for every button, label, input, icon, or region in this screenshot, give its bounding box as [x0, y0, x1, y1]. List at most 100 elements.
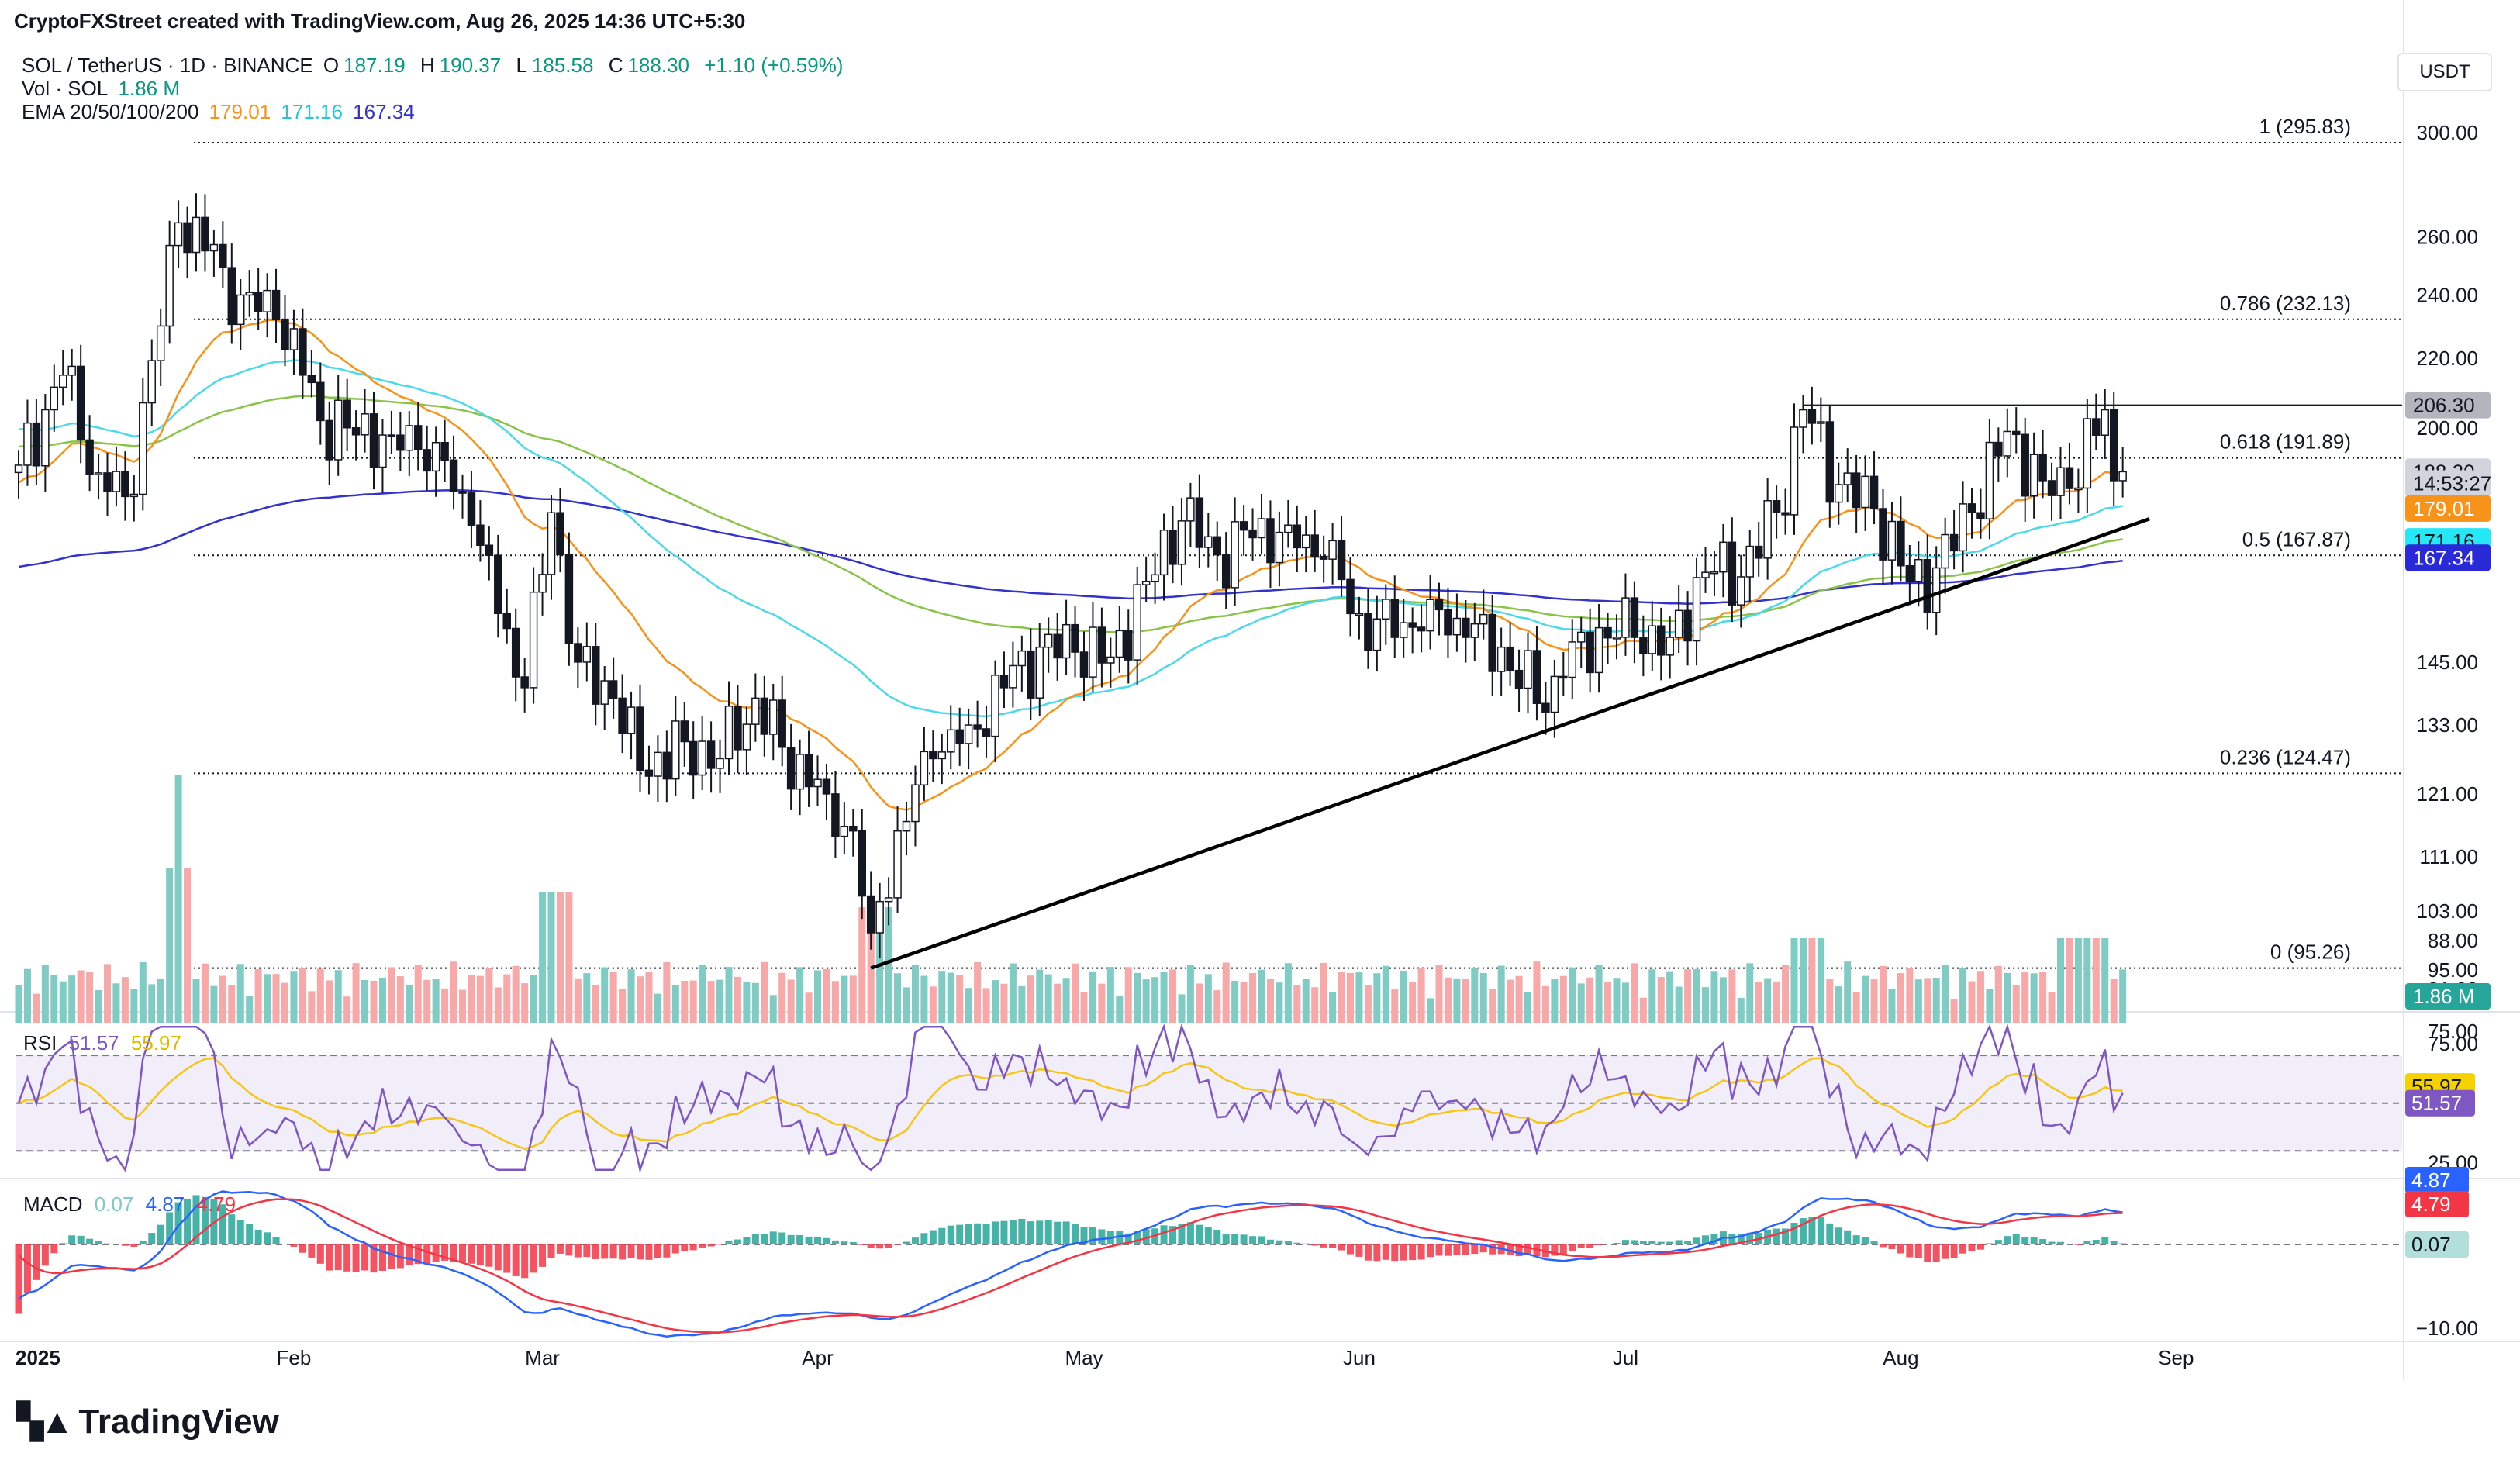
volume-bar — [1347, 972, 1354, 1023]
volume-bar — [1044, 974, 1052, 1023]
candle-body — [680, 720, 689, 743]
volume-bar — [1737, 998, 1745, 1023]
candle-body — [1106, 656, 1115, 664]
candle-body — [1266, 518, 1275, 564]
candle-body — [1053, 633, 1062, 659]
macd-hist-bar — [1044, 1220, 1052, 1244]
rsi-label[interactable]: RSI — [23, 1031, 57, 1055]
candle-body — [1408, 622, 1417, 628]
candle-body — [1603, 626, 1612, 639]
macd-label[interactable]: MACD — [23, 1193, 83, 1216]
macd-hist-bar — [15, 1244, 22, 1314]
candle-body — [59, 375, 67, 388]
volume-bar — [423, 979, 431, 1023]
macd-hist-bar — [1737, 1234, 1745, 1244]
candle-body — [1701, 571, 1710, 578]
ohlc-high: H 190.37 — [419, 54, 502, 77]
candle-body — [1417, 626, 1426, 632]
price-badge-bg — [2405, 392, 2491, 419]
candle-body — [654, 751, 662, 777]
ascending-trendline — [870, 517, 2150, 970]
volume-bar — [432, 979, 440, 1023]
symbol-title[interactable]: SOL / TetherUS · 1D · BINANCE — [22, 54, 313, 77]
macd-hist-bar — [343, 1244, 351, 1272]
candle-body — [796, 754, 804, 790]
attribution-banner: CryptoFXStreet created with TradingView.… — [14, 9, 746, 33]
volume-bar — [450, 961, 457, 1023]
macd-hist-bar — [1098, 1229, 1106, 1244]
macd-hist-bar — [23, 1244, 31, 1293]
macd-hist-bar — [1116, 1231, 1124, 1244]
macd-hist-bar — [974, 1223, 982, 1244]
volume-bar — [2092, 938, 2100, 1023]
macd-hist-bar — [645, 1244, 653, 1260]
candle-body — [804, 754, 813, 788]
candle-body — [760, 697, 769, 735]
macd-hist-bar — [1347, 1244, 1354, 1255]
candle-body — [1666, 637, 1674, 656]
volume-bar — [157, 979, 164, 1023]
price-badge-text: 167.34 — [2413, 546, 2475, 569]
macd-hist-bar — [1417, 1244, 1425, 1260]
volume-bar — [59, 981, 67, 1023]
volume-bar — [1569, 967, 1576, 1023]
macd-hist-bar — [992, 1221, 999, 1244]
volume-bar — [370, 980, 378, 1023]
macd-hist-bar — [1942, 1244, 1949, 1259]
macd-hist-bar — [592, 1244, 599, 1259]
candle-body — [1905, 564, 1914, 582]
candle-body — [556, 512, 564, 556]
macd-hist-bar — [1559, 1244, 1567, 1255]
macd-hist-bar — [2012, 1234, 2020, 1244]
candle-body — [1612, 637, 1621, 640]
macd-hist-bar — [1639, 1241, 1647, 1244]
candle-body — [911, 784, 920, 823]
macd-hist-bar — [2083, 1241, 2091, 1244]
tradingview-logo: ▚▲ TradingView — [17, 1402, 279, 1441]
volume-bar — [1240, 982, 1248, 1023]
macd-hist-bar — [1080, 1227, 1088, 1244]
candle-body — [734, 706, 742, 751]
volume-bar — [938, 971, 946, 1023]
volume-bar — [778, 972, 786, 1023]
macd-hist-bar — [246, 1224, 254, 1244]
volume-bar — [1728, 969, 1736, 1023]
price-badge-bg — [2405, 544, 2491, 571]
macd-hist-bar — [1852, 1235, 1860, 1244]
volume-bar — [2021, 972, 2029, 1023]
candle-body — [1337, 540, 1346, 581]
candle-body — [1719, 541, 1728, 573]
candle-body — [937, 751, 947, 760]
price-badge-text: 206.30 — [2413, 394, 2475, 417]
volume-bar — [1702, 987, 1709, 1023]
volume-bar — [1621, 982, 1629, 1023]
candle-body — [1825, 421, 1835, 503]
macd-badge: 4.79 — [2405, 1191, 2469, 1217]
candle-body — [1319, 555, 1328, 560]
candle-body — [1550, 675, 1559, 713]
price-tick-label: 103.00 — [2416, 899, 2478, 923]
macd-hist-bar — [2039, 1238, 2047, 1244]
macd-hist-bar — [743, 1237, 751, 1244]
currency-button[interactable]: USDT — [2397, 53, 2492, 91]
price-tick-label: 75.00 — [2428, 1020, 2478, 1043]
candle-body — [139, 402, 147, 495]
macd-hist-bar — [334, 1244, 342, 1271]
macd-hist-bar — [406, 1244, 413, 1265]
macd-hist-bar — [1311, 1244, 1319, 1246]
candle-body — [1692, 577, 1701, 642]
ema-label[interactable]: EMA 20/50/100/200 — [22, 100, 199, 123]
volume-bar — [1932, 978, 1940, 1023]
volume-bar — [1320, 962, 1327, 1023]
volume-bar — [1355, 972, 1363, 1023]
volume-bar — [326, 980, 333, 1023]
volume-bar — [1684, 969, 1692, 1023]
time-axis-label: Mar — [525, 1346, 560, 1369]
candle-body — [1009, 664, 1017, 689]
candle-body — [94, 472, 103, 475]
volume-bar — [814, 970, 821, 1023]
price-tick-label: 111.00 — [2419, 845, 2478, 868]
volume-label[interactable]: Vol · SOL — [22, 77, 109, 100]
macd-hist-bar — [1134, 1231, 1141, 1244]
